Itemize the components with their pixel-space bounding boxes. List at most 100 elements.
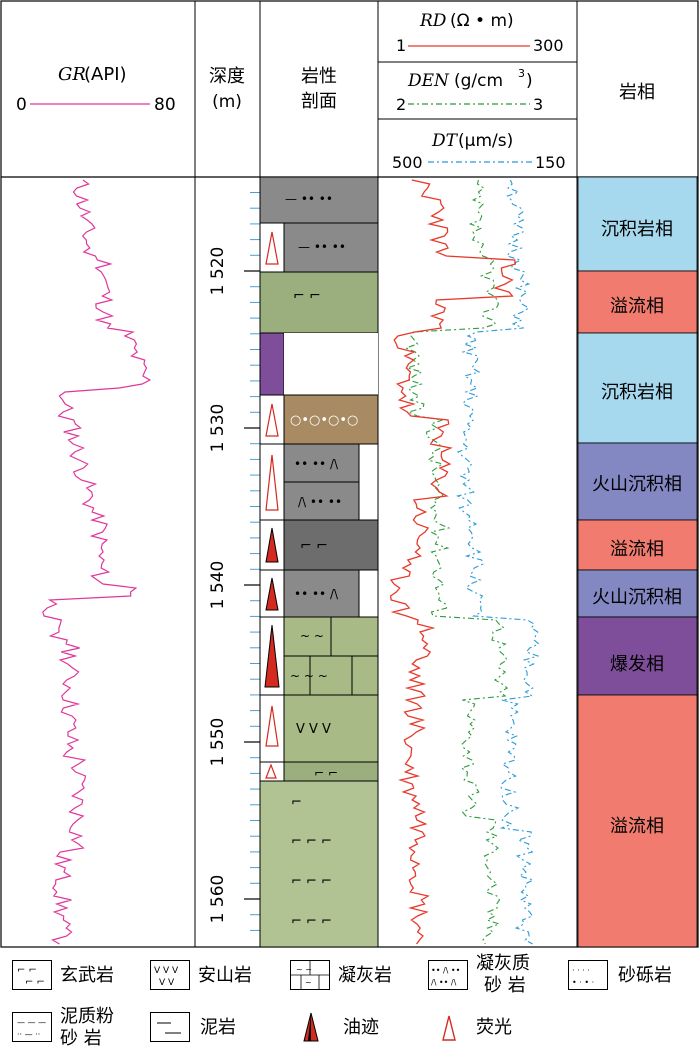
svg-text:/\ •• /\: /\ •• /\ — [431, 978, 457, 987]
legend-label-tuff: 凝灰岩 — [338, 965, 392, 986]
facies-label: 火山沉积相 — [592, 474, 682, 495]
lith-pattern-mark: •• •• /\ — [294, 587, 339, 601]
fluorescence-icon — [265, 403, 279, 437]
depth-tick-label: 1 550 — [208, 717, 228, 767]
lith-pattern-mark: V V V — [296, 722, 331, 737]
facies-block — [577, 332, 698, 444]
den-unit-sup: 3 — [518, 67, 525, 80]
lith-pattern-mark: ○•○•○•○ — [290, 413, 358, 428]
svg-text:V V V: V V V — [154, 966, 179, 976]
gr-unit: (API) — [84, 64, 127, 85]
facies-column — [577, 176, 698, 948]
facies-label: 溢流相 — [610, 539, 664, 560]
svg-text:~ ~: ~ ~ — [296, 965, 312, 974]
dt-min: 500 — [392, 153, 423, 172]
facies-label: 溢流相 — [610, 816, 664, 837]
svg-text:V V: V V — [159, 978, 175, 988]
fluorescence-icon — [265, 231, 279, 265]
svg-text:· · · ·: · · · · — [572, 966, 590, 975]
mudstone-pattern-icon — [150, 1012, 190, 1042]
lithology-column: — •• •• — •• •• ⌐ ⌐ ○•○•○•○ •• •• /\ /\ … — [259, 176, 379, 948]
lith-title-2: 剖面 — [301, 91, 337, 112]
dt-max: 150 — [535, 153, 566, 172]
legend-label-tuffaceous-sandstone-2: 砂 岩 — [484, 975, 526, 996]
lith-layer-tuffaceous-sandstone — [283, 443, 360, 483]
den-min: 2 — [396, 95, 406, 114]
legend-label-argillaceous-siltstone-2: 砂 岩 — [60, 1028, 102, 1049]
facies-label: 沉积岩相 — [601, 382, 673, 403]
den-unit-close: ) — [526, 71, 533, 91]
oil-trace-icon — [292, 1012, 332, 1042]
lith-pattern-mark: ⌐ — [291, 795, 302, 810]
lith-layer-tuff — [283, 655, 379, 696]
oil-trace-icon — [265, 577, 279, 611]
legend-label-mudstone: 泥岩 — [200, 1017, 236, 1038]
lith-pattern-mark: ⌐ ⌐ — [293, 288, 321, 304]
lith-pattern-mark: ⌐ ⌐ ⌐ — [291, 914, 332, 929]
lith-gap — [284, 333, 378, 395]
facies-block — [577, 519, 698, 571]
lith-pattern-mark: — •• •• — [285, 192, 333, 206]
lith-layer-glutenite — [283, 394, 379, 445]
gr-title: GR — [58, 64, 86, 85]
rd-curve — [389, 179, 517, 945]
lith-pattern-mark: ⌐ ⌐ — [314, 766, 338, 780]
facies-block — [577, 442, 698, 521]
depth-tick-label: 1 520 — [208, 246, 228, 296]
svg-text:— — —: — — — — [17, 1018, 46, 1027]
svg-text:•• /\ ••: •• /\ •• — [431, 966, 460, 975]
lith-layer-tuffaceous-sandstone — [283, 569, 360, 618]
legend-label-oil-trace: 油迹 — [343, 1017, 379, 1038]
oil-trace-icon — [265, 527, 279, 563]
andesite-pattern-icon: V V V V V — [150, 960, 190, 990]
facies-block — [577, 616, 698, 696]
argillaceous-siltstone-pattern-icon: — — — ·· — ·· — [12, 1012, 52, 1042]
lith-pattern-mark: ⌐ ⌐ ⌐ — [291, 834, 332, 849]
lith-pattern-mark: ~ ~ ~ — [290, 669, 328, 683]
legend-label-argillaceous-siltstone-1: 泥质粉 — [60, 1006, 114, 1027]
den-title: DEN — [407, 71, 450, 91]
rd-unit: (Ω • m) — [450, 11, 514, 31]
gr-max: 80 — [154, 95, 176, 115]
gr-min: 0 — [16, 95, 27, 115]
den-curve — [404, 179, 509, 945]
gr-curve — [42, 179, 152, 945]
svg-text:⌐ ⌐: ⌐ ⌐ — [25, 977, 45, 988]
svg-text:~: ~ — [305, 978, 312, 987]
fluorescence-icon — [265, 454, 279, 511]
basalt-pattern-icon: ⌐ ⌐ ⌐ ⌐ — [12, 960, 52, 990]
tuffaceous-sandstone-pattern-icon: •• /\ •• /\ •• /\ — [428, 960, 468, 990]
dt-unit: (μm/s) — [458, 131, 513, 151]
depth-tick-label: 1 530 — [208, 403, 228, 453]
dt-title: DT — [431, 131, 459, 151]
lith-pattern-mark: ⌐ ⌐ ⌐ — [291, 874, 332, 889]
fluorescence-icon — [265, 763, 277, 779]
den-unit: (g/cm — [454, 71, 503, 91]
facies-label: 爆发相 — [610, 654, 664, 675]
lith-layer-basalt — [259, 271, 379, 334]
depth-title: 深度 — [209, 66, 245, 87]
facies-label: 溢流相 — [610, 296, 664, 317]
rd-max: 300 — [533, 36, 564, 55]
lith-pattern-mark: — •• •• — [298, 240, 346, 254]
legend-label-glutenite: 砂砾岩 — [618, 965, 672, 986]
legend-label-andesite: 安山岩 — [198, 965, 252, 986]
fluorescence-icon — [430, 1012, 470, 1042]
facies-block — [577, 176, 698, 272]
fluorescence-icon — [265, 705, 279, 747]
tuff-pattern-icon: ~ ~ ~ — [290, 960, 330, 990]
dt-curve — [455, 179, 540, 945]
rd-min: 1 — [396, 36, 406, 55]
svg-text:·· — ··: ·· — ·· — [17, 1030, 40, 1039]
legend-label-basalt: 玄武岩 — [60, 965, 114, 986]
depth-ruler — [244, 192, 260, 931]
oil-trace-icon — [264, 624, 280, 688]
lith-pattern-mark: ~ ~ — [300, 629, 324, 643]
svg-text:• · • ·: • · • · — [572, 978, 594, 987]
lith-pattern-mark: ⌐ ⌐ — [300, 538, 328, 554]
glutenite-pattern-icon: · · · · • · • · — [568, 960, 608, 990]
facies-label: 火山沉积相 — [592, 587, 682, 608]
legend-label-tuffaceous-sandstone-1: 凝灰质 — [476, 953, 530, 974]
den-max: 3 — [533, 95, 543, 114]
